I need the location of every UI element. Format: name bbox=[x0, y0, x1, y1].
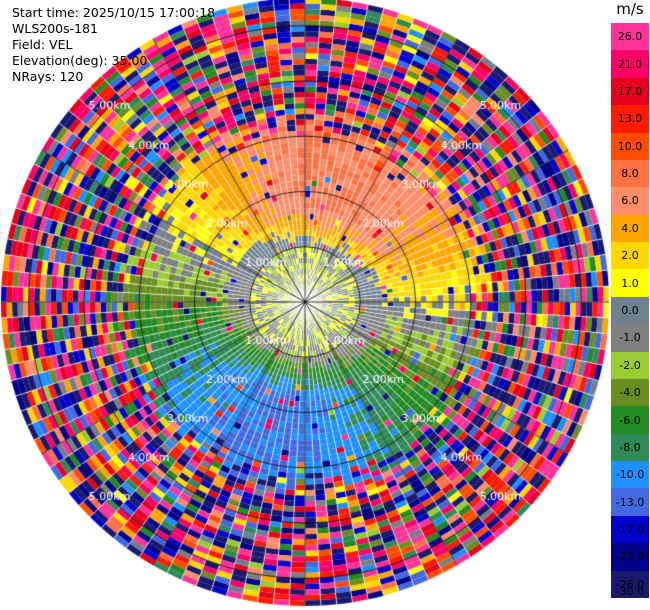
colorbar-cell bbox=[611, 570, 649, 599]
colorbar-cell bbox=[611, 50, 649, 79]
station-text: WLS200s-181 bbox=[12, 21, 98, 36]
ppi-radar-plot bbox=[0, 0, 610, 610]
elevation-text: Elevation(deg): 35.00 bbox=[12, 53, 148, 68]
colorbar-cell bbox=[611, 406, 649, 435]
colorbar-tick-label: 2.0 bbox=[621, 249, 639, 263]
colorbar-cell bbox=[611, 351, 649, 380]
colorbar-cell bbox=[611, 324, 649, 353]
colorbar-tick-label: -17.0 bbox=[615, 523, 645, 537]
colorbar-unit: m/s bbox=[616, 0, 644, 18]
colorbar-tick-label: -4.0 bbox=[619, 386, 641, 400]
colorbar-tick-label: 17.0 bbox=[617, 84, 643, 98]
nrays-text: NRays: 120 bbox=[12, 69, 84, 84]
colorbar-tick-label: -10.0 bbox=[615, 468, 645, 482]
colorbar-cell bbox=[611, 515, 649, 544]
colorbar-cell bbox=[611, 269, 649, 298]
colorbar-cell bbox=[611, 543, 649, 572]
colorbar-tick-label: 8.0 bbox=[621, 167, 639, 181]
start-time-text: Start time: 2025/10/15 17:00:18 bbox=[12, 5, 216, 20]
colorbar-tick-label: 10.0 bbox=[617, 139, 643, 153]
colorbar-tick-label: 6.0 bbox=[621, 194, 639, 208]
field-text: Field: VEL bbox=[12, 37, 73, 52]
colorbar-tick-label: -26.0 bbox=[615, 577, 645, 591]
colorbar-tick-label: -8.0 bbox=[619, 440, 641, 454]
colorbar-tick-label: -30.0 bbox=[615, 585, 645, 598]
colorbar-tick-label: 26.0 bbox=[617, 30, 643, 44]
colorbar-cell bbox=[611, 159, 649, 188]
colorbar-cell bbox=[611, 378, 649, 407]
colorbar-tick-label: -6.0 bbox=[619, 413, 641, 427]
colorbar-cell bbox=[611, 77, 649, 106]
colorbar-cell bbox=[611, 214, 649, 243]
colorbar-cell bbox=[611, 461, 649, 489]
colorbar-cell bbox=[611, 105, 649, 134]
colorbar-cell bbox=[611, 488, 649, 517]
colorbar-cell bbox=[611, 132, 649, 161]
colorbar-tick-label: 21.0 bbox=[617, 57, 643, 71]
colorbar-tick-label: -21.0 bbox=[615, 550, 645, 564]
colorbar-tick-label: 1.0 bbox=[621, 276, 639, 290]
colorbar-tick-label: 4.0 bbox=[621, 221, 639, 235]
colorbar-cell bbox=[611, 23, 649, 51]
colorbar: 26.0 21.0 17.0 13.0 10.0 8.0 6.0 4.0 2.0 1.0 0.0 -1… bbox=[611, 23, 649, 599]
colorbar-tick-label: 13.0 bbox=[617, 112, 643, 126]
colorbar-tick-label: -1.0 bbox=[619, 331, 641, 345]
colorbar-tick-label: -13.0 bbox=[615, 495, 645, 509]
colorbar-cell bbox=[611, 296, 649, 325]
colorbar-cell bbox=[611, 187, 649, 216]
colorbar-cell bbox=[611, 242, 649, 270]
colorbar-tick-label: 0.0 bbox=[621, 304, 639, 317]
colorbar-cell bbox=[611, 433, 649, 462]
colorbar-tick-label: -2.0 bbox=[619, 358, 641, 372]
